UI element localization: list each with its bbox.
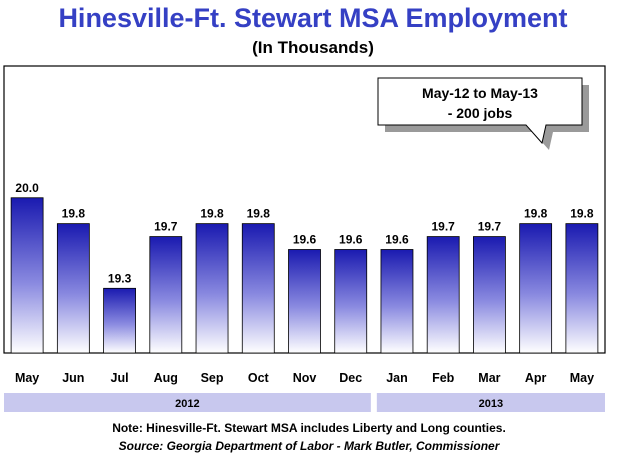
x-tick-2: Jul	[111, 371, 129, 385]
footnote: Note: Hinesville-Ft. Stewart MSA include…	[112, 421, 506, 435]
value-label-6: 19.6	[293, 233, 317, 247]
x-tick-0: May	[15, 371, 39, 385]
bar-nov-6	[288, 249, 321, 354]
year-band-2013	[376, 393, 605, 412]
bar-jan-8	[380, 249, 414, 354]
value-label-2: 19.3	[108, 271, 132, 285]
bar-may-0	[10, 197, 44, 354]
callout-box	[377, 77, 583, 145]
value-label-1: 19.8	[62, 207, 86, 221]
value-label-9: 19.7	[432, 220, 456, 234]
bar-apr-11	[519, 223, 553, 354]
value-label-5: 19.8	[247, 207, 271, 221]
callout-line2: - 200 jobs	[448, 105, 513, 121]
chart-subtitle: (In Thousands)	[252, 38, 374, 57]
year-label-2012: 2012	[175, 398, 199, 410]
x-tick-4: Sep	[201, 371, 224, 385]
x-tick-7: Dec	[339, 371, 362, 385]
value-label-7: 19.6	[339, 233, 363, 247]
value-label-3: 19.7	[154, 220, 178, 234]
value-label-12: 19.8	[570, 207, 594, 221]
x-tick-3: Aug	[154, 371, 178, 385]
callout-line1: May-12 to May-13	[422, 85, 538, 101]
bar-sep-4	[195, 223, 229, 354]
value-label-0: 20.0	[15, 181, 39, 195]
x-tick-8: Jan	[386, 371, 408, 385]
value-label-8: 19.6	[385, 233, 409, 247]
x-tick-9: Feb	[432, 371, 455, 385]
bar-mar-10	[473, 236, 506, 354]
chart-title: Hinesville-Ft. Stewart MSA Employment	[58, 3, 567, 33]
value-label-10: 19.7	[478, 220, 502, 234]
bar-jun-1	[56, 223, 90, 354]
change-callout: May-12 to May-13 - 200 jobs	[377, 77, 589, 150]
bar-jul-2	[103, 287, 136, 354]
bar-oct-5	[241, 223, 275, 354]
x-tick-12: May	[570, 371, 594, 385]
x-tick-11: Apr	[525, 371, 547, 385]
bar-aug-3	[149, 236, 183, 354]
x-tick-5: Oct	[248, 371, 270, 385]
year-band-2012	[4, 393, 371, 412]
value-label-11: 19.8	[524, 207, 548, 221]
value-label-4: 19.8	[200, 207, 224, 221]
x-tick-6: Nov	[293, 371, 317, 385]
bar-feb-9	[426, 236, 460, 354]
year-label-2013: 2013	[479, 398, 503, 410]
year-bands: 2012 2013	[4, 393, 605, 412]
x-axis-ticks: May Jun Jul Aug Sep Oct Nov Dec Jan Feb Mar Apr May	[15, 371, 594, 385]
bar-may-12	[565, 223, 599, 354]
x-tick-10: Mar	[478, 371, 500, 385]
bar-dec-7	[334, 249, 368, 354]
source-line: Source: Georgia Department of Labor - Ma…	[119, 439, 501, 453]
bars-group: 20.0 19.8 19.3 19.7 19.8 19.8 19.6 19.6 19.6 19.7…	[10, 181, 599, 354]
x-tick-1: Jun	[62, 371, 84, 385]
